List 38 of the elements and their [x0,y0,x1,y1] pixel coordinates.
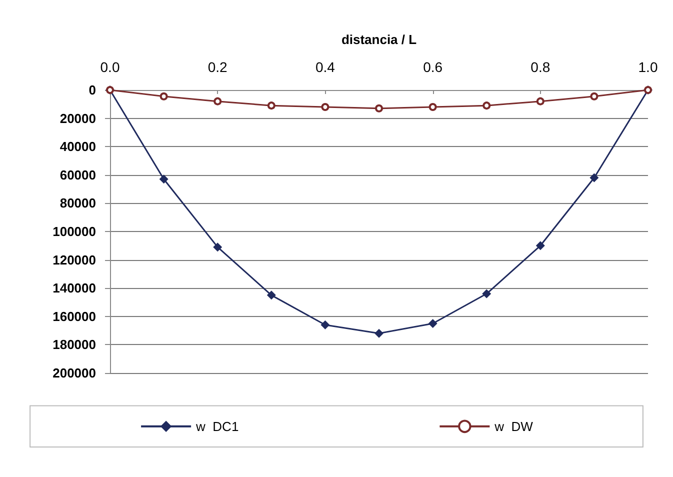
y-tick-label: 80000 [60,196,96,211]
x-tick-label: 0.0 [100,59,120,75]
x-tick-label: 0.6 [423,59,443,75]
point [214,97,222,106]
point [213,242,222,252]
point [321,102,330,111]
point [320,320,330,330]
y-tick-label: 60000 [60,167,96,182]
y-tick-label: 200000 [52,366,96,380]
point [536,241,545,250]
point [266,290,276,300]
y-tick-label: 120000 [52,252,96,268]
point [428,102,437,111]
y-tick-label: 180000 [52,337,96,352]
x-tick-label: 0.4 [315,59,336,75]
y-tick-label: 160000 [52,308,96,324]
y-tick-label: 20000 [60,110,96,126]
point [482,289,492,298]
y-tick-label: 140000 [52,280,96,296]
point [374,328,384,338]
y-tick-label: 40000 [60,139,96,154]
point [159,174,168,184]
x-tick-label: 1.0 [638,59,658,75]
point [536,97,544,106]
y-tick-label: 100000 [52,224,96,239]
point [482,102,491,110]
point [267,102,276,110]
point [375,104,383,112]
y-tick-label: 0 [88,82,96,98]
x-tick-label: 0.2 [208,59,228,75]
legend-label: w DC1 [195,418,239,434]
x-axis-title: distancia / L [341,32,417,47]
point [160,92,168,100]
x-tick-label: 0.8 [530,59,550,75]
legend-label: w DW [494,418,534,434]
point [428,318,438,328]
point [590,173,599,182]
point [590,92,598,100]
